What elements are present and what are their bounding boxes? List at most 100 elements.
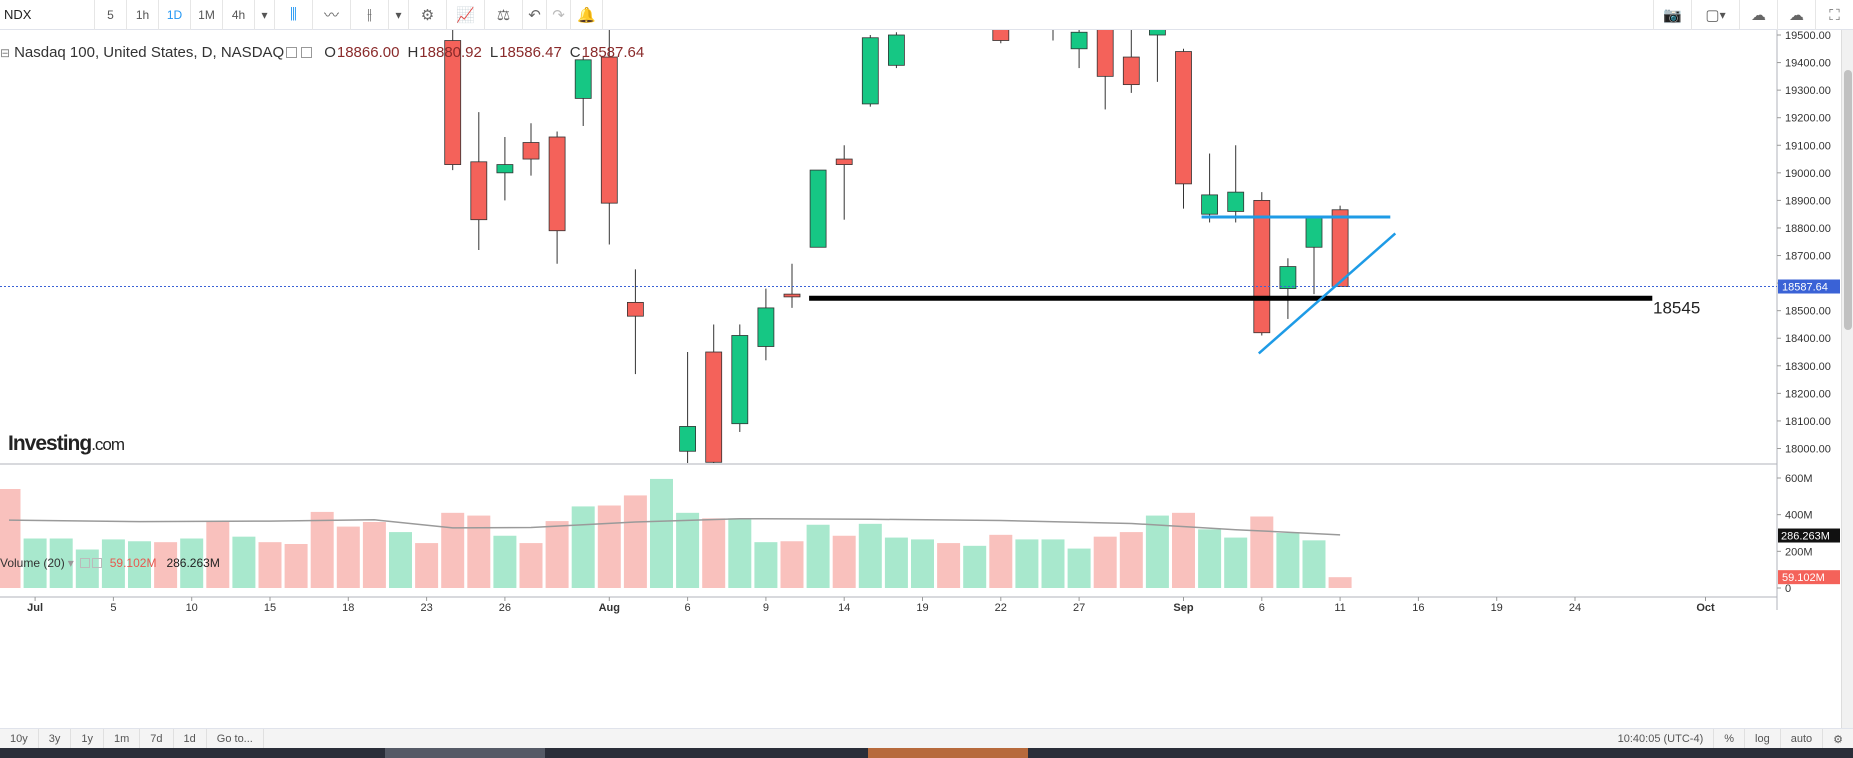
legend-settings-icon[interactable]	[286, 47, 298, 58]
vertical-scrollbar[interactable]	[1841, 30, 1853, 728]
scrollbar-thumb[interactable]	[1844, 70, 1852, 330]
volume-bar	[310, 511, 334, 588]
candle-body	[1149, 30, 1166, 36]
time-tick-label: 26	[499, 602, 511, 614]
volume-bar	[989, 534, 1013, 588]
candle-body	[444, 40, 462, 165]
range-1d[interactable]: 1d	[174, 728, 207, 749]
bars-style-icon[interactable]: ⫲	[351, 0, 389, 30]
goto-button[interactable]: Go to...	[207, 728, 264, 749]
range-3y[interactable]: 3y	[39, 728, 72, 749]
auto-toggle[interactable]: auto	[1779, 729, 1822, 749]
interval-1h[interactable]: 1h	[127, 0, 159, 30]
volume-bar	[49, 538, 73, 588]
volume-bar	[650, 478, 673, 588]
price-tick-label: 19400.00	[1785, 58, 1831, 70]
range-1y[interactable]: 1y	[71, 728, 104, 749]
candles-style-icon[interactable]: ⫼	[275, 0, 313, 30]
volume-average: 286.263M	[166, 556, 220, 570]
open-value: 18866.00	[336, 44, 400, 61]
volume-legend: Volume (20) ▾ 59.102M 286.263M	[0, 556, 220, 570]
camera-icon[interactable]: 📷	[1653, 0, 1691, 30]
cloud-save-icon[interactable]: ☁	[1777, 0, 1815, 30]
time-tick-label: 15	[264, 602, 276, 614]
volume-bar	[519, 543, 543, 588]
volume-dropdown-icon[interactable]: ▾	[67, 556, 74, 570]
volume-average-line	[8, 517, 1341, 536]
volume-bar	[1276, 533, 1300, 588]
interval-1m[interactable]: 1M	[191, 0, 223, 30]
settings-gear-icon[interactable]: ⚙	[409, 0, 447, 30]
volume-bar	[545, 521, 569, 588]
candle-body	[548, 136, 566, 232]
candle-body	[1201, 194, 1218, 215]
volume-bar	[23, 538, 47, 588]
volume-settings-icon[interactable]	[79, 558, 90, 568]
indicators-icon[interactable]: 📈	[447, 0, 485, 30]
time-tick-label: 18	[342, 602, 354, 614]
last-price-tag	[1778, 279, 1840, 294]
range-10y[interactable]: 10y	[0, 728, 39, 749]
volume-bar	[493, 535, 517, 588]
time-tick-label: Aug	[599, 602, 620, 614]
close-label: C	[569, 44, 581, 61]
volume-bar	[1198, 529, 1222, 588]
time-tick-label: 19	[916, 602, 928, 614]
time-tick-label: 19	[1491, 602, 1503, 614]
volume-bar	[832, 535, 856, 588]
volume-bar	[858, 523, 882, 588]
log-toggle[interactable]: log	[1744, 729, 1780, 749]
clock: 10:40:05 (UTC-4)	[1617, 733, 1704, 745]
cloud-load-icon[interactable]: ☁	[1739, 0, 1777, 30]
compare-scale-icon[interactable]: ⚖	[485, 0, 523, 30]
logo-suffix: .com	[91, 435, 125, 454]
range-7d[interactable]: 7d	[140, 728, 174, 749]
volume-bar	[154, 542, 178, 588]
interval-5[interactable]: 5	[95, 0, 127, 30]
volume-visibility-icon[interactable]	[91, 558, 102, 568]
candle-body	[992, 30, 1010, 41]
scale-settings-gear-icon[interactable]: ⚙	[1822, 729, 1853, 749]
candle-body	[1279, 266, 1297, 290]
layout-icon[interactable]: ▢ ▾	[1691, 0, 1739, 30]
price-tick-label: 18900.00	[1785, 195, 1831, 207]
interval-dropdown-icon[interactable]: ▾	[255, 0, 275, 30]
volume-bar	[101, 539, 125, 588]
volume-bar	[1067, 548, 1091, 588]
volume-tick-label: 0	[1785, 583, 1791, 595]
support-level-label: 18545	[1653, 298, 1700, 317]
candle-layer	[444, 30, 1349, 463]
style-dropdown-icon[interactable]: ▾	[389, 0, 409, 30]
interval-1d[interactable]: 1D	[159, 0, 191, 30]
chart-area[interactable]: 19500.00 19400.00 19300.00 19200.00 19100.00…	[0, 30, 1853, 728]
candle-body	[1096, 30, 1114, 77]
undo-icon[interactable]: ↶	[523, 0, 547, 30]
price-tick-label: 19200.00	[1785, 113, 1831, 125]
candle-body	[809, 169, 827, 248]
open-label: O	[324, 44, 336, 61]
redo-icon[interactable]: ↷	[547, 0, 571, 30]
volume-bar	[1145, 515, 1169, 588]
logo-brand: Investing	[8, 432, 92, 455]
symbol-input[interactable]: NDX	[0, 0, 95, 30]
candle-body	[1253, 199, 1271, 334]
alert-bell-icon[interactable]: 🔔	[571, 0, 603, 30]
low-label: L	[489, 44, 499, 61]
legend-visibility-icon[interactable]	[301, 47, 313, 58]
interval-4h[interactable]: 4h	[223, 0, 255, 30]
volume-bar	[0, 489, 21, 588]
time-tick-label: Oct	[1696, 602, 1715, 614]
volume-axis: 600M 400M 200M 0	[1777, 473, 1813, 595]
volume-bar	[1093, 536, 1117, 588]
range-1m[interactable]: 1m	[104, 728, 141, 749]
time-tick-label: 10	[186, 602, 198, 614]
volume-bar	[1041, 539, 1065, 588]
volume-average-tag-label: 286.263M	[1781, 531, 1830, 543]
percent-toggle[interactable]: %	[1713, 729, 1744, 749]
chart-canvas[interactable]: 19500.00 19400.00 19300.00 19200.00 19100.00…	[0, 30, 1853, 728]
candle-body	[496, 164, 514, 174]
volume-bar	[258, 542, 282, 588]
collapse-icon[interactable]: ⊟	[0, 45, 11, 60]
line-style-icon[interactable]: 〰	[313, 0, 351, 30]
fullscreen-icon[interactable]: ⛶	[1815, 0, 1853, 30]
